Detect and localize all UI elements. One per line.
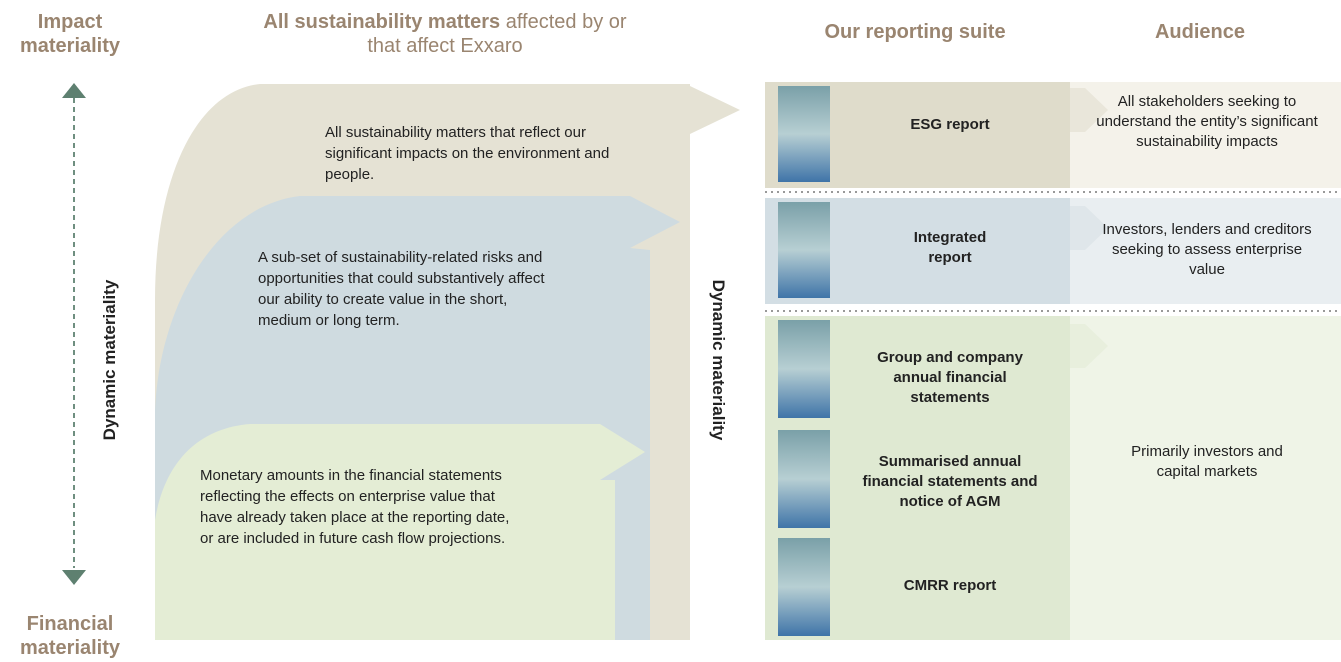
audience-text: All stakeholders seeking to understand t… xyxy=(1092,92,1322,152)
report: ESG report xyxy=(900,115,1000,135)
matters-title: All sustainability matters affected by o… xyxy=(250,10,640,58)
report: Integrated report xyxy=(895,228,1005,268)
layer-text: All sustainability matters that reflect … xyxy=(325,122,625,185)
report: CMRR report xyxy=(855,576,1045,596)
audience-text: Investors, lenders and creditors seeking… xyxy=(1092,220,1322,280)
top-label: Impact materiality xyxy=(10,10,130,58)
book-covers xyxy=(778,86,830,636)
suite-title: Our reporting suite xyxy=(790,20,1040,44)
title-bold: All sustainability matters xyxy=(263,11,500,33)
bottom-label: Financial materiality xyxy=(10,612,130,660)
middle-axis-label: Dynamic materiality xyxy=(708,275,728,445)
page: Impact materiality Financial materiality… xyxy=(0,0,1341,662)
axis-label: Dynamic materiality xyxy=(100,275,120,445)
report: Summarised annual financial statements a… xyxy=(855,452,1045,512)
arrow-up xyxy=(62,83,86,98)
report: Group and company annual financial state… xyxy=(855,348,1045,408)
arrow-down xyxy=(62,570,86,585)
audience-title: Audience xyxy=(1100,20,1300,44)
layer-text: Monetary amounts in the financial statem… xyxy=(200,465,510,549)
layer-text: A sub-set of sustainability-related risk… xyxy=(258,247,558,331)
audience-text: Primarily investors and capital markets xyxy=(1112,442,1302,482)
